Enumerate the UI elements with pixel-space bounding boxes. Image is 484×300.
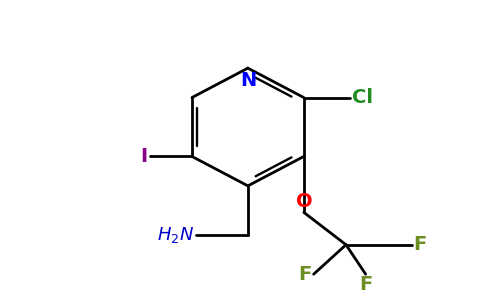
Text: O: O	[296, 192, 312, 212]
Text: F: F	[299, 265, 312, 284]
Text: $H_2N$: $H_2N$	[157, 225, 194, 245]
Text: I: I	[141, 147, 148, 166]
Text: F: F	[359, 275, 372, 294]
Text: N: N	[240, 71, 256, 90]
Text: Cl: Cl	[352, 88, 373, 107]
Text: F: F	[414, 235, 427, 254]
